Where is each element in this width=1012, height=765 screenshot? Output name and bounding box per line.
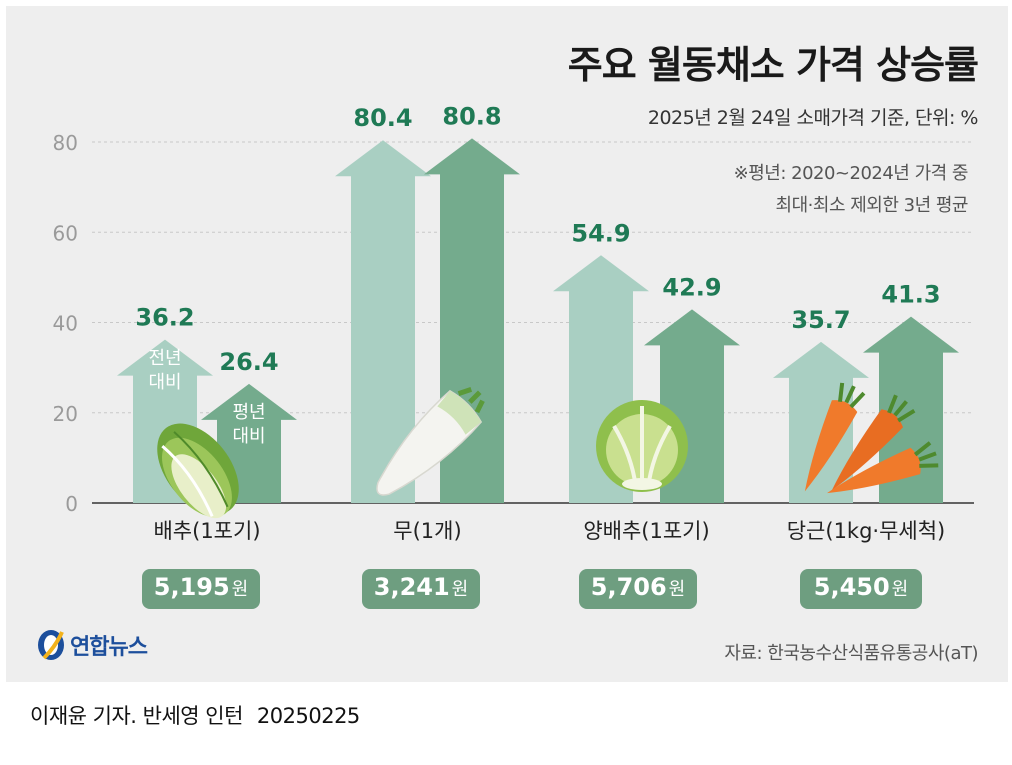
footnote-line: 최대·최소 제외한 3년 평균 [775,195,969,216]
source-credit: 자료: 한국농수산식품유통공사(aT) [724,643,978,664]
y-tick-label: 80 [53,131,78,155]
footnote-line: ※평년: 2020~2024년 가격 중 [733,163,969,184]
price-badge: 5,450 원 [800,569,922,609]
price-badge: 3,241 원 [362,569,480,609]
x-tick-label: 당근(1kg·무세척) [787,519,946,543]
chart-subtitle: 2025년 2월 24일 소매가격 기준, 단위: % [647,107,979,129]
series-label: 전년 [148,348,181,369]
data-label: 41.3 [881,281,940,309]
chart-panel: 0 20 40 60 80 [6,6,1008,682]
price-unit: 원 [891,579,909,600]
napa-cabbage-icon [157,423,239,519]
y-tick-label: 0 [65,492,78,516]
data-label: 26.4 [219,348,278,376]
footnote: ※평년: 2020~2024년 가격 중 최대·최소 제외한 3년 평균 [733,158,969,222]
radish-icon [376,387,485,496]
y-tick-label: 40 [53,312,78,336]
bar-prev-year [335,140,431,503]
price-unit: 원 [451,579,469,600]
x-tick-label: 배추(1포기) [153,519,260,543]
bar-normal-year [863,316,959,503]
data-label: 35.7 [791,306,850,334]
logo-text: 연합뉴스 [70,635,148,660]
price-unit: 원 [231,579,249,600]
data-label: 42.9 [662,273,721,301]
x-tick-label: 무(1개) [393,519,461,543]
x-tick-label: 양배추(1포기) [583,519,709,543]
data-label: 80.8 [442,102,501,130]
yonhap-logo-icon [38,630,64,660]
byline: 이재윤 기자. 반세영 인턴 20250225 [30,700,360,730]
series-label: 평년 [232,402,265,423]
bar-chart: 0 20 40 60 80 [53,102,974,543]
data-label: 36.2 [135,304,194,332]
byline-date: 20250225 [256,704,360,728]
price-value: 5,706 [590,573,667,601]
price-unit: 원 [668,579,686,600]
data-label: 54.9 [571,219,630,247]
page-title: 주요 월동채소 가격 상승률 [567,43,979,87]
y-tick-label: 20 [53,402,78,426]
data-label: 80.4 [353,104,412,132]
price-value: 3,241 [373,573,450,601]
publisher-logo: 연합뉴스 [36,628,148,662]
y-tick-label: 60 [53,221,78,245]
byline-authors: 이재윤 기자. 반세영 인턴 [30,704,243,728]
carrot-icon [804,382,939,494]
price-value: 5,450 [813,573,890,601]
cabbage-icon [596,400,688,492]
series-label: 대비 [148,372,181,393]
price-value: 5,195 [153,573,230,601]
price-badge: 5,706 원 [579,569,697,609]
bar-prev-year [773,341,869,503]
price-badge: 5,195 원 [142,569,260,609]
series-label: 대비 [232,426,265,447]
